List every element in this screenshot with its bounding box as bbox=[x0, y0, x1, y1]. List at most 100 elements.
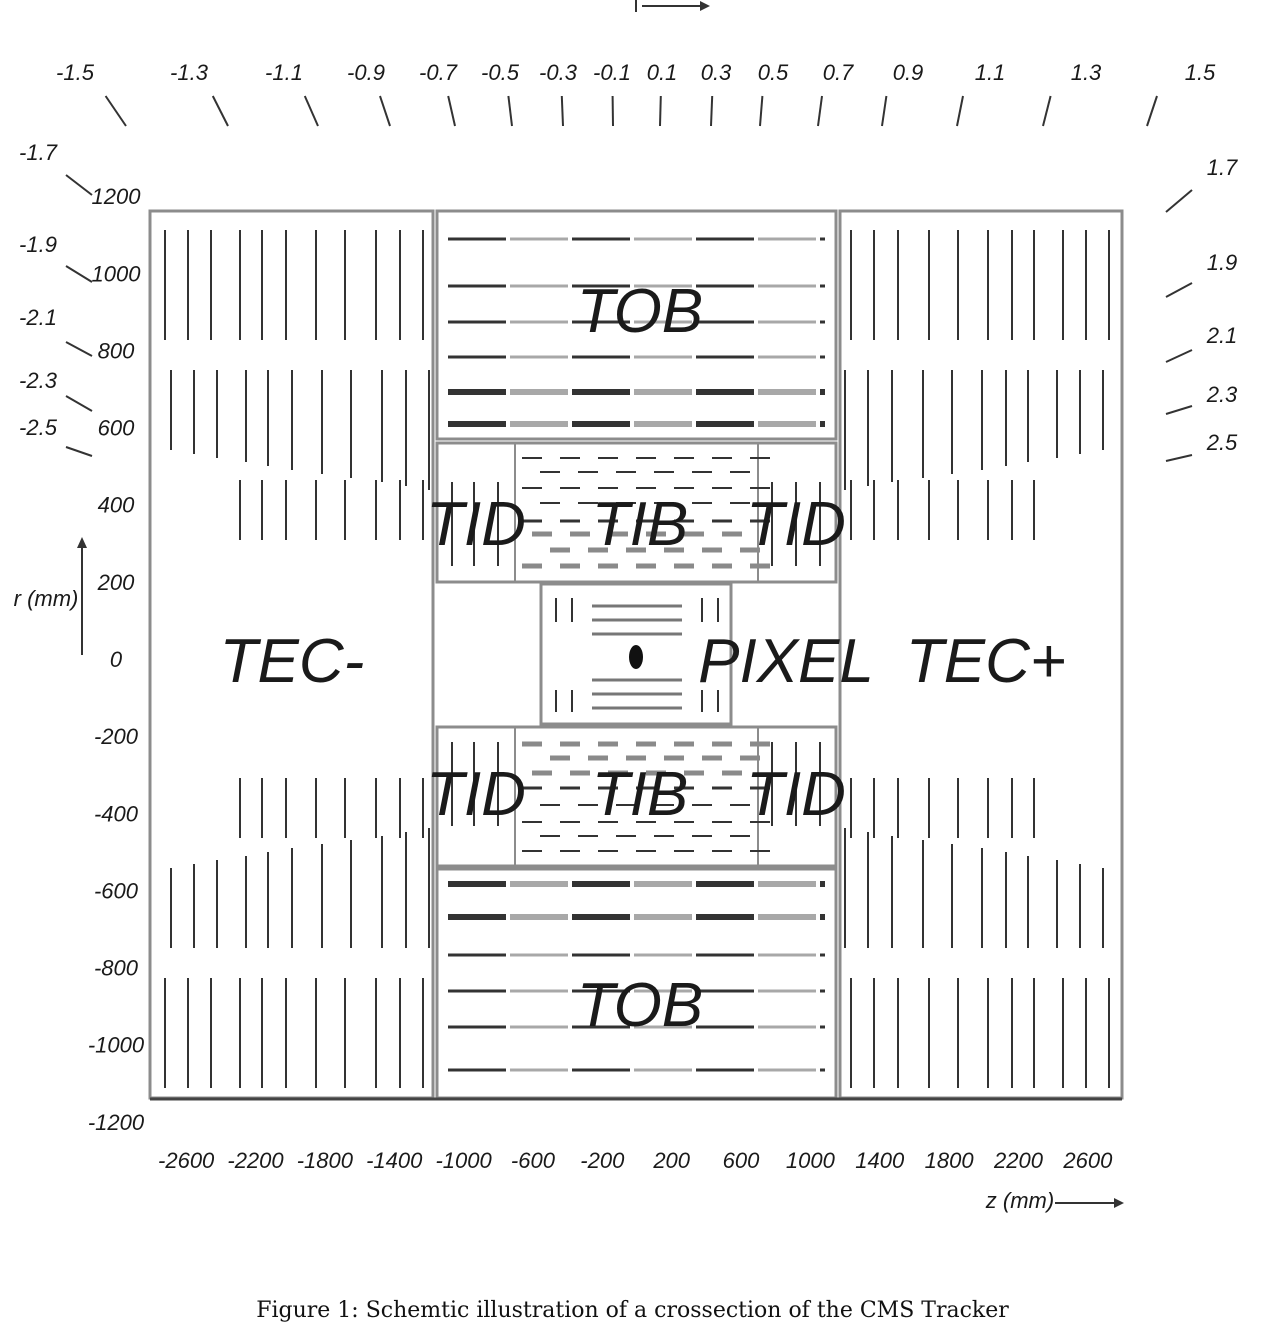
eta-left-dash bbox=[65, 341, 93, 357]
z-tick-label: -1800 bbox=[297, 1148, 354, 1173]
tid-bottom-left-label: TID bbox=[426, 760, 526, 829]
eta-top-tick-label: -1.5 bbox=[56, 60, 95, 85]
eta-top-tick-label: 1.5 bbox=[1185, 60, 1216, 85]
eta-top-tick-label: 0.7 bbox=[823, 60, 854, 85]
eta-top-dash bbox=[303, 95, 319, 127]
z-tick-label: 1800 bbox=[925, 1148, 975, 1173]
eta-top-dash bbox=[447, 95, 456, 127]
eta-top-dash bbox=[1146, 95, 1158, 127]
eta-right-tick-label: 1.7 bbox=[1207, 155, 1238, 180]
eta-top-tick-label: -0.9 bbox=[347, 60, 385, 85]
eta-top-dash bbox=[560, 95, 564, 127]
tid-top-right-label: TID bbox=[746, 490, 846, 559]
r-tick-label: -1000 bbox=[88, 1033, 145, 1058]
tec-plus-label: TEC+ bbox=[906, 627, 1066, 696]
z-axis-arrow bbox=[1055, 1198, 1124, 1208]
z-tick-label: -200 bbox=[580, 1148, 625, 1173]
eta-top-dash bbox=[379, 95, 391, 127]
eta-right-dash bbox=[1165, 282, 1193, 298]
eta-top-dash bbox=[710, 95, 714, 127]
tid-top-left-label: TID bbox=[426, 490, 526, 559]
tid-bottom-right-label: TID bbox=[746, 760, 846, 829]
tib-tid-top-frame bbox=[435, 441, 838, 584]
r-tick-label: -600 bbox=[94, 878, 139, 903]
eta-left-tick-label: -1.7 bbox=[19, 140, 58, 165]
eta-right-tick-label: 2.5 bbox=[1206, 430, 1238, 455]
eta-axis-indicator bbox=[635, 0, 710, 12]
z-tick-label: 2200 bbox=[993, 1148, 1044, 1173]
eta-top-tick-label: 0.5 bbox=[758, 60, 789, 85]
pixel-label: PIXEL bbox=[698, 627, 874, 696]
eta-top-tick-label: 1.1 bbox=[975, 60, 1006, 85]
eta-right-dash bbox=[1165, 349, 1193, 363]
r-tick-label: 600 bbox=[98, 416, 135, 441]
tracker-diagram: -1.5 -1.3 -1.1 -0.9 -0.7 -0.5 -0.3 -0.1 0.1 0.3 0.… bbox=[14, 0, 1238, 1213]
eta-top-dash bbox=[881, 95, 888, 127]
z-tick-label: -1000 bbox=[435, 1148, 492, 1173]
eta-left-dash bbox=[65, 174, 93, 196]
eta-top-tick-label: 0.9 bbox=[893, 60, 924, 85]
z-axis-label: z (mm) bbox=[985, 1188, 1054, 1213]
eta-top-tick-label: -1.1 bbox=[265, 60, 303, 85]
eta-right-tick-label: 1.9 bbox=[1207, 250, 1238, 275]
eta-right-dash bbox=[1165, 454, 1193, 462]
z-tick-label: -2200 bbox=[227, 1148, 284, 1173]
eta-top-dash bbox=[211, 95, 229, 127]
z-tick-label: 1400 bbox=[855, 1148, 905, 1173]
z-tick-label: -600 bbox=[511, 1148, 556, 1173]
tec-minus-label: TEC- bbox=[220, 627, 365, 696]
eta-top-tick-label: 0.3 bbox=[701, 60, 732, 85]
eta-top-dash bbox=[659, 95, 662, 127]
eta-right-dash bbox=[1165, 405, 1193, 415]
z-tick-label: 200 bbox=[652, 1148, 690, 1173]
z-tick-label: 600 bbox=[723, 1148, 760, 1173]
eta-top-tick-label: -1.3 bbox=[170, 60, 209, 85]
eta-left-dash bbox=[65, 446, 93, 457]
r-tick-label: 400 bbox=[98, 493, 135, 518]
detector-modules bbox=[164, 230, 1110, 1088]
eta-left-dash bbox=[65, 265, 93, 283]
figure-caption: Figure 1: Schemtic illustration of a cro… bbox=[256, 1298, 1009, 1323]
z-tick-label: -2600 bbox=[158, 1148, 215, 1173]
eta-top-dash bbox=[759, 95, 764, 127]
eta-top-tick-label: 0.1 bbox=[647, 60, 678, 85]
eta-right-dash bbox=[1165, 189, 1193, 213]
tib-bottom-label: TIB bbox=[592, 760, 688, 829]
eta-left-tick-label: -2.5 bbox=[19, 415, 58, 440]
r-tick-label: 800 bbox=[98, 338, 135, 363]
eta-top-tick-label: 1.3 bbox=[1071, 60, 1102, 85]
eta-top-tick-label: -0.5 bbox=[481, 60, 520, 85]
z-tick-label: 1000 bbox=[786, 1148, 836, 1173]
eta-top-dash bbox=[507, 95, 513, 127]
r-tick-label: -200 bbox=[94, 724, 139, 749]
eta-top-dash bbox=[817, 95, 823, 127]
eta-top-tick-label: -0.3 bbox=[539, 60, 578, 85]
pixel-frame bbox=[539, 582, 733, 726]
axis-labels: -1.5 -1.3 -1.1 -0.9 -0.7 -0.5 -0.3 -0.1 0.1 0.3 0.… bbox=[19, 60, 1238, 1173]
eta-right-tick-label: 2.3 bbox=[1206, 382, 1238, 407]
r-tick-label: -1200 bbox=[88, 1110, 145, 1135]
tob-bottom-label: TOB bbox=[577, 971, 703, 1040]
eta-left-tick-label: -2.3 bbox=[19, 368, 58, 393]
tob-top-frame bbox=[435, 209, 838, 441]
r-tick-label: 200 bbox=[97, 570, 135, 595]
eta-top-dash bbox=[104, 95, 127, 127]
r-tick-label: -800 bbox=[94, 956, 139, 981]
r-tick-label: 1000 bbox=[92, 261, 142, 286]
detector-frames bbox=[148, 209, 1124, 1101]
tob-top-label: TOB bbox=[577, 277, 703, 346]
tib-top-label: TIB bbox=[592, 490, 688, 559]
eta-top-dash bbox=[956, 95, 964, 127]
r-tick-label: 1200 bbox=[92, 184, 142, 209]
z-tick-label: 2600 bbox=[1062, 1148, 1113, 1173]
eta-top-tick-label: -0.7 bbox=[419, 60, 458, 85]
eta-top-tick-label: -0.1 bbox=[593, 60, 631, 85]
eta-top-dash bbox=[1042, 95, 1052, 127]
r-axis-label: r (mm) bbox=[14, 586, 79, 611]
eta-right-tick-label: 2.1 bbox=[1206, 323, 1238, 348]
r-tick-label: -400 bbox=[94, 801, 139, 826]
eta-ticks bbox=[65, 95, 1193, 462]
eta-left-tick-label: -1.9 bbox=[19, 232, 57, 257]
eta-left-dash bbox=[65, 395, 93, 412]
eta-left-tick-label: -2.1 bbox=[19, 305, 57, 330]
